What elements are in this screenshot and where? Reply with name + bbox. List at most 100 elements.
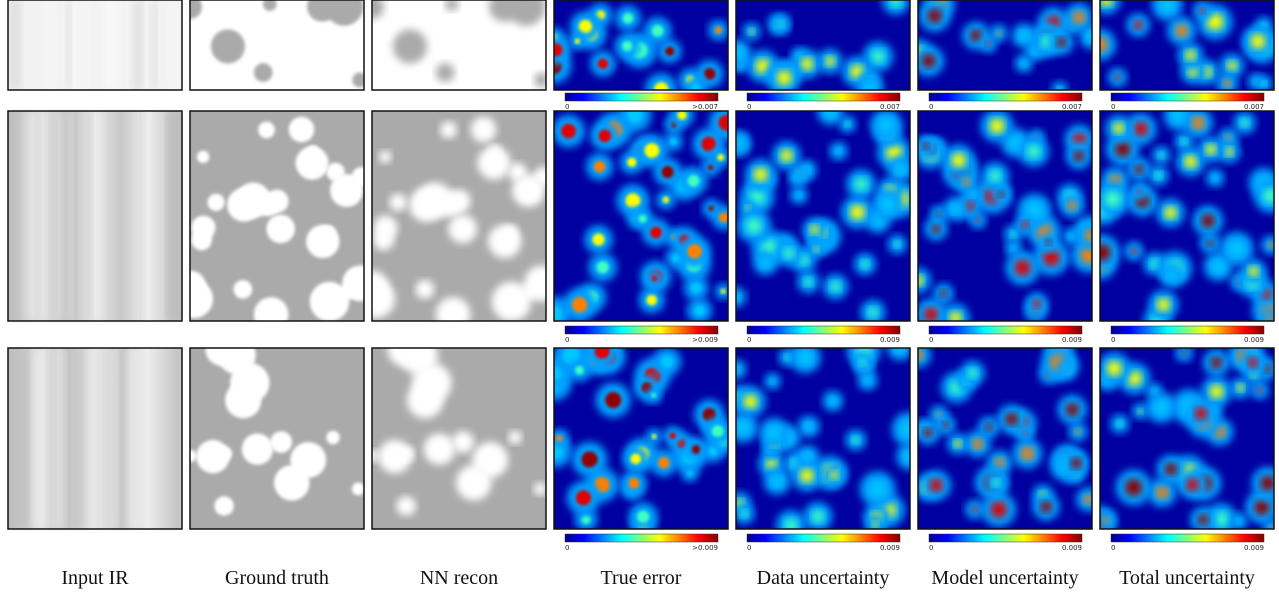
heat-blob [1015,260,1031,276]
heat-blob [1154,401,1168,415]
figure: 0>0.00700.00700.00700.0070>0.00900.00900… [0,0,1279,592]
colorbar [1111,326,1264,334]
heat-blob [991,502,1007,518]
heat-blob [922,142,929,149]
heat-blob [708,164,714,170]
blob [534,73,549,88]
heat-blob [646,295,657,306]
heat-blob [1227,61,1237,71]
heat-blob [1011,246,1016,251]
blob [242,433,273,464]
heat-blob [1261,81,1266,86]
heat-blob [777,71,792,86]
heat-blob [549,43,562,56]
blob [254,63,273,82]
heat-blob [766,458,777,469]
heat-blob [677,110,686,119]
heat-blob [691,283,701,293]
heat-blob [1152,389,1157,394]
heat-blob [1071,458,1082,469]
panel [905,0,1104,98]
colorbar [565,534,718,542]
heat-blob [972,438,983,449]
heat-blob [1164,207,1176,219]
heat-blob [804,166,811,173]
blob [389,194,406,211]
blob [522,284,537,299]
heat-blob [717,154,724,161]
heat-blob [623,13,634,24]
heat-blob [687,471,692,476]
heat-blob [626,193,641,208]
panel [906,110,1107,332]
heat-blob [658,457,669,468]
heat-blob [595,344,610,359]
heat-blob [771,476,782,487]
colorbar [929,93,1082,101]
heat-blob [798,351,812,365]
heat-blob [732,47,743,58]
heat-blob [1027,145,1041,159]
heat-blob [1063,364,1068,369]
heat-blob [1229,241,1245,257]
heat-blob [1057,37,1067,47]
heat-blob [1134,122,1148,136]
heat-blob [985,423,993,431]
heat-blob [864,377,871,384]
heat-blob [850,205,865,220]
blob [440,122,457,139]
heat-blob [859,358,867,366]
heat-blob [630,454,641,465]
heat-blob [1043,249,1060,266]
heat-blob [861,260,869,268]
streak [66,0,72,90]
blob [503,225,517,239]
blob [233,280,252,299]
heat-blob [575,366,584,375]
heat-blob [1236,519,1242,525]
heat-blob [665,47,674,56]
heat-blob [622,41,632,51]
heat-blob [1267,242,1274,249]
colorbar-max: 0.009 [1062,336,1082,344]
heat-blob [1184,155,1197,168]
heat-blob [652,25,664,37]
heat-blob [1137,188,1142,193]
heat-blob [1181,138,1188,145]
heat-blob [1260,476,1275,491]
heat-blob [1198,514,1209,525]
heat-blob [1186,478,1199,491]
heat-blob [872,521,879,528]
colorbar-min: 0 [747,103,751,111]
colorbar-max: 0.009 [1244,544,1264,552]
blob [472,442,508,478]
streak [61,111,67,321]
heat-blob [785,354,791,360]
heat-blob [1210,385,1224,399]
heat-blob [1195,407,1208,420]
heat-blob [845,121,850,126]
heat-blob [954,440,962,448]
streak [92,111,104,321]
heat-blob [1150,259,1159,268]
heat-blob [1224,147,1233,156]
heat-blob [949,312,961,324]
heat-blob [627,108,642,123]
colorbar-min: 0 [747,544,751,552]
colorbar [1111,534,1264,542]
heat-blob [825,56,835,66]
heat-blob [1133,20,1142,29]
heat-blob [1066,403,1079,416]
heat-blob [767,426,780,439]
heat-blob [813,246,819,252]
blob [379,151,391,163]
heat-blob [1107,361,1122,376]
heat-blob [923,428,932,437]
heat-blob [572,297,587,312]
blob [373,230,394,251]
heat-blob [1116,421,1123,428]
heat-blob [662,166,674,178]
heat-blob [1131,248,1138,255]
heat-blob [556,435,562,441]
heat-blob [1021,447,1034,460]
